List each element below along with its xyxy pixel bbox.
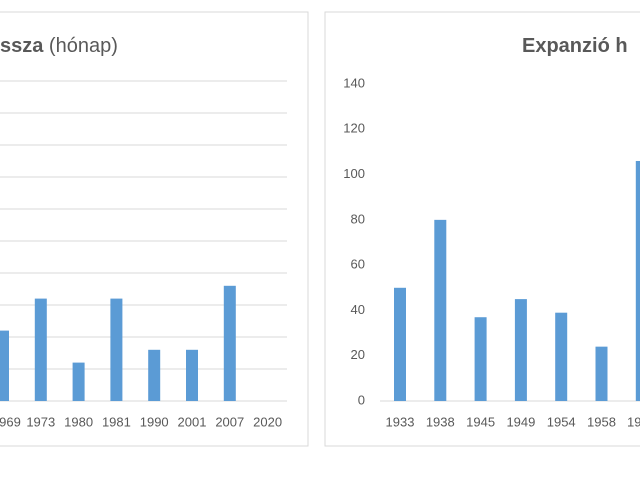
chart-title: ssza (hónap) <box>0 35 118 57</box>
bar <box>474 317 487 401</box>
y-tick-label: 40 <box>351 302 365 317</box>
x-tick-label: 2001 <box>178 414 207 429</box>
x-tick-label: 1954 <box>547 414 576 429</box>
x-tick-label: 1973 <box>26 414 55 429</box>
x-tick-label: 969 <box>0 414 21 429</box>
y-tick-label: 120 <box>343 121 365 136</box>
bar <box>555 312 568 401</box>
title-part: (hónap) <box>43 35 118 57</box>
bar <box>223 285 236 401</box>
y-tick-label: 100 <box>343 166 365 181</box>
y-tick-label: 80 <box>351 211 365 226</box>
x-tick-label: 1938 <box>426 414 455 429</box>
x-tick-label: 19 <box>627 414 640 429</box>
chart-title: Expanzió h <box>522 35 628 57</box>
title-part: Expanzió h <box>522 35 628 57</box>
x-tick-label: 2007 <box>215 414 244 429</box>
bar <box>34 298 47 401</box>
bar <box>635 160 640 401</box>
x-tick-label: 1990 <box>140 414 169 429</box>
x-tick-label: 1933 <box>386 414 415 429</box>
bar <box>148 349 161 401</box>
x-tick-label: 1949 <box>506 414 535 429</box>
bar <box>514 299 527 401</box>
y-tick-label: 140 <box>343 75 365 90</box>
bar <box>394 287 406 401</box>
x-tick-label: 2020 <box>253 414 282 429</box>
x-tick-label: 1980 <box>64 414 93 429</box>
bar <box>110 298 123 401</box>
bar <box>595 346 608 401</box>
bar <box>72 362 85 401</box>
x-tick-label: 1945 <box>466 414 495 429</box>
x-tick-label: 1958 <box>587 414 616 429</box>
y-tick-label: 60 <box>351 257 365 272</box>
title-part: ssza <box>0 35 44 57</box>
bar <box>0 330 9 401</box>
bar <box>434 219 447 401</box>
x-tick-label: 1981 <box>102 414 131 429</box>
bar <box>186 349 198 401</box>
y-tick-label: 20 <box>351 347 365 362</box>
y-tick-label: 0 <box>358 392 365 407</box>
